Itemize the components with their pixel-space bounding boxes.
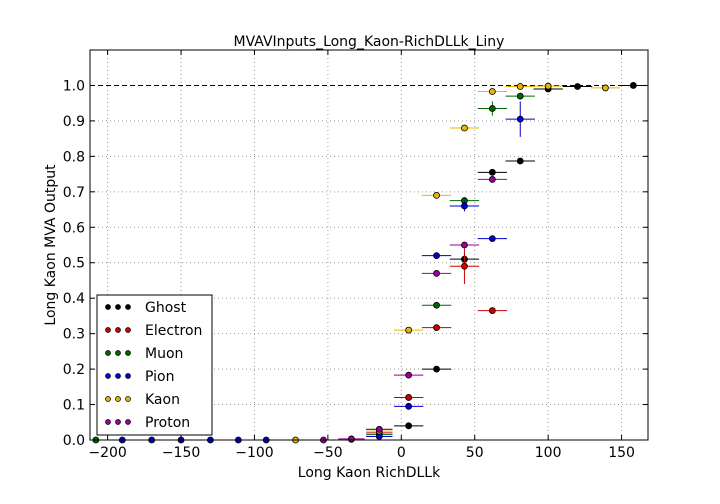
legend-marker (115, 304, 121, 310)
legend-marker (105, 350, 111, 356)
y-tick-label: 0.3 (63, 327, 85, 343)
legend-label: Proton (145, 415, 190, 431)
legend-marker (125, 327, 131, 333)
data-point (461, 202, 468, 210)
legend-label: Muon (145, 346, 183, 362)
data-point (602, 84, 609, 92)
data-point (405, 422, 413, 430)
legend-item-ghost: Ghost (105, 300, 187, 316)
legend-item-proton: Proton (105, 415, 190, 431)
legend-item-kaon: Kaon (105, 392, 180, 408)
y-axis-title: Long Kaon MVA Output (43, 164, 59, 326)
legend-marker (105, 327, 111, 333)
y-tick-label: 0.9 (63, 114, 85, 130)
legend-label: Electron (145, 323, 202, 339)
legend-marker (125, 304, 131, 310)
data-point (433, 252, 440, 260)
legend-marker (115, 327, 121, 333)
data-point (488, 307, 496, 314)
data-point (488, 235, 496, 243)
legend-box (96, 294, 213, 436)
chart-title: MVAVInputs_Long_Kaon-RichDLLk_Liny (234, 34, 505, 50)
x-axis-title: Long Kaon RichDLLk (298, 465, 441, 481)
y-tick-label: 0.5 (63, 256, 85, 272)
x-tick-label: −100 (235, 445, 273, 461)
y-tick-label: 0.8 (63, 149, 85, 165)
legend-marker (115, 396, 121, 402)
data-point (433, 324, 440, 332)
y-tick-label: 1.0 (63, 78, 85, 94)
legend-marker (125, 419, 131, 425)
data-point (433, 269, 440, 277)
data-point (488, 105, 496, 112)
data-point (516, 115, 524, 123)
data-point (516, 157, 524, 165)
data-point (433, 365, 440, 373)
data-point (461, 124, 468, 132)
x-tick-label: 100 (535, 445, 562, 461)
x-tick-label: −150 (162, 445, 200, 461)
data-point (488, 88, 496, 95)
x-tick-label: −200 (88, 445, 126, 461)
legend-marker (105, 373, 111, 379)
data-point (405, 371, 413, 379)
y-tick-label: 0.7 (63, 185, 85, 201)
legend-item-muon: Muon (105, 346, 183, 362)
data-point (516, 83, 524, 90)
legend-marker (105, 419, 111, 425)
y-tick-label: 0.2 (63, 362, 85, 378)
data-point (544, 82, 552, 90)
legend-label: Kaon (145, 392, 180, 408)
ticks: −200 −150 −100 −50 0 50 100 150 0.0 0.1 0.2 0.3 0.4 0… (63, 50, 648, 461)
data-point (405, 394, 413, 401)
data-point (461, 262, 468, 270)
data-point (488, 168, 496, 176)
x-tick-label: 150 (608, 445, 635, 461)
x-tick-label: 0 (397, 445, 406, 461)
data-point (488, 176, 496, 183)
data-point (574, 83, 581, 90)
data-point (405, 402, 413, 410)
legend: Ghost Electron Muon Pion Kaon Proton (96, 294, 213, 436)
legend-label: Ghost (145, 300, 187, 316)
legend-marker (125, 373, 131, 379)
x-tick-label: −50 (313, 445, 343, 461)
y-tick-label: 0.4 (63, 291, 85, 307)
data-point (405, 326, 413, 334)
legend-marker (105, 396, 111, 402)
legend-marker (125, 396, 131, 402)
data-point (375, 425, 383, 433)
legend-marker (105, 304, 111, 310)
legend-marker (115, 350, 121, 356)
legend-item-electron: Electron (105, 323, 202, 339)
series-muon (92, 92, 535, 444)
data-point (347, 435, 355, 443)
y-tick-label: 0.1 (63, 398, 85, 414)
legend-label: Pion (145, 369, 174, 385)
x-tick-label: 50 (466, 445, 484, 461)
y-tick-label: 0.6 (63, 220, 85, 236)
data-point (629, 82, 637, 89)
data-point (433, 301, 440, 309)
data-point (516, 92, 524, 100)
legend-item-pion: Pion (105, 369, 174, 385)
legend-marker (115, 373, 121, 379)
data-point (433, 191, 440, 199)
data-point (461, 241, 468, 249)
y-tick-label: 0.0 (63, 433, 85, 449)
legend-marker (115, 419, 121, 425)
plot-frame (89, 49, 649, 441)
legend-marker (125, 350, 131, 356)
